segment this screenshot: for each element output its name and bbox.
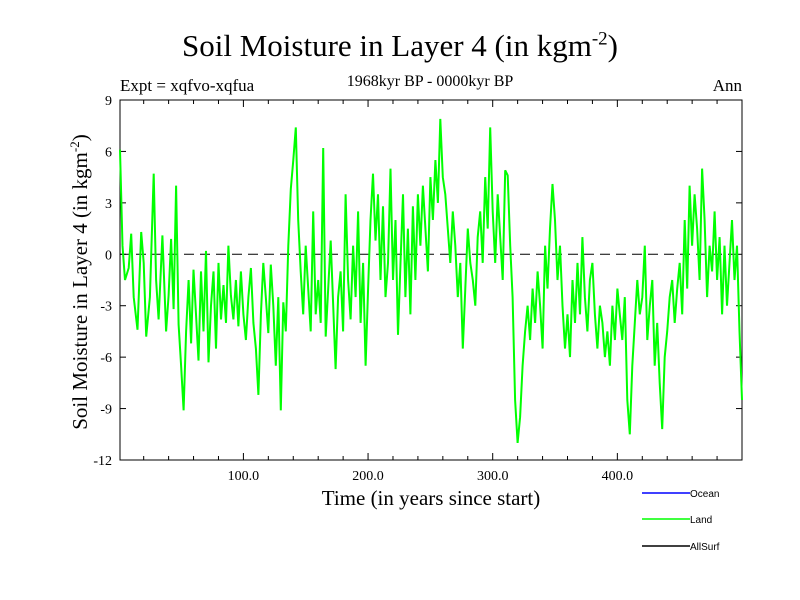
x-tick-label: 100.0 [228, 469, 260, 484]
period-label: 1968kyr BP - 0000kyr BP [346, 73, 514, 90]
series-line-land [119, 118, 743, 443]
y-tick-label: -9 [100, 403, 112, 418]
x-tick-label: 400.0 [602, 469, 634, 484]
legend-label-land: Land [690, 515, 712, 526]
y-tick-label: -3 [100, 300, 112, 315]
season-label: Ann [712, 76, 742, 95]
legend-label-allsurf: AllSurf [690, 542, 720, 553]
y-tick-label: -12 [93, 454, 112, 469]
y-tick-label: -6 [100, 351, 112, 366]
plot-frame [119, 99, 743, 461]
y-tick-label: 9 [105, 94, 112, 109]
y-tick-label: 3 [105, 197, 112, 212]
y-tick-label: 0 [105, 248, 112, 263]
legend-label-ocean: Ocean [690, 489, 719, 500]
y-tick-label: 6 [105, 145, 112, 160]
chart-title-superscript: -2 [591, 28, 608, 50]
x-axis-ticks: 100.0 200.0 300.0 400.0 [143, 100, 718, 484]
chart-title: Soil Moisture in Layer 4 (in kgm-2) [0, 28, 800, 64]
x-axis-label: Time (in years since start) [321, 486, 541, 510]
y-axis-ticks: -12 -9 -6 -3 0 3 6 9 [93, 94, 742, 469]
chart-title-text: Soil Moisture in Layer 4 (in kgm [182, 28, 592, 63]
legend: Ocean Land AllSurf [642, 489, 720, 553]
x-tick-label: 300.0 [477, 469, 509, 484]
chart-title-close: ) [607, 28, 618, 63]
x-tick-label: 200.0 [352, 469, 384, 484]
experiment-label: Expt = xqfvo-xqfua [120, 76, 255, 95]
